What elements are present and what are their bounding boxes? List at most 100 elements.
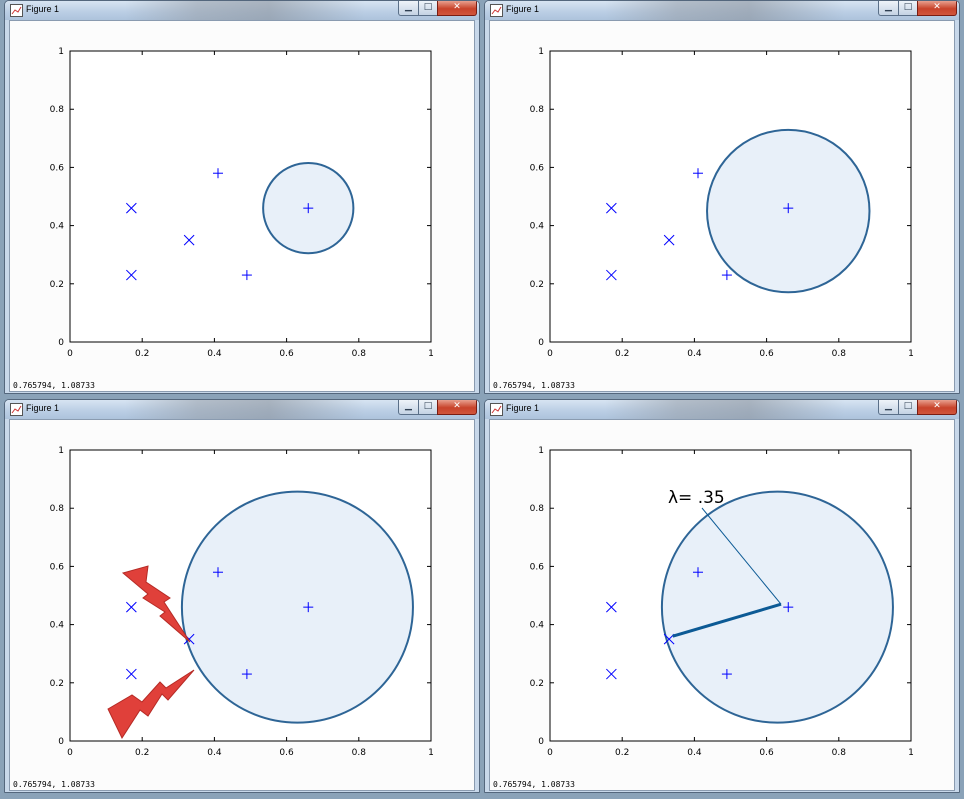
close-button[interactable]: ✕ [437, 1, 477, 16]
x-marker [126, 668, 137, 680]
x-marker [126, 202, 137, 214]
window-title: Figure 1 [26, 4, 60, 14]
y-tick-label: 0.6 [50, 562, 65, 572]
y-tick-label: 1 [538, 446, 544, 456]
plus-marker [303, 602, 314, 613]
plus-marker [693, 567, 704, 578]
plot-svg[interactable]: 0 0.2 0.4 0.6 0.8 1 0 0.2 0.4 0.6 0.8 1 λ= .35 [490, 420, 955, 791]
minimize-button[interactable]: ▁ [878, 400, 899, 415]
x-tick-label: 0 [67, 748, 73, 758]
y-tick-label: 0.4 [50, 222, 65, 232]
y-tick-label: 0.2 [50, 679, 64, 689]
figure-window-2: Figure 1 ▁ □ ✕ 0 0.2 0.4 0.6 0.8 1 0 0.2 0.4 0.6 0… [484, 0, 960, 394]
title-bar[interactable]: Figure 1 ▁ □ ✕ [5, 400, 479, 419]
lambda-label: λ= .35 [668, 488, 725, 508]
plus-marker [213, 567, 224, 578]
plus-marker [303, 203, 314, 214]
coordinate-readout: 0.765794, 1.08733 [13, 780, 95, 789]
maximize-button[interactable]: □ [418, 400, 438, 415]
x-tick-label: 0.8 [832, 748, 847, 758]
figure-canvas[interactable]: 0 0.2 0.4 0.6 0.8 1 0 0.2 0.4 0.6 0.8 1 λ= .35 0.765… [489, 419, 955, 791]
plus-marker [783, 203, 794, 214]
figure-canvas[interactable]: 0 0.2 0.4 0.6 0.8 1 0 0.2 0.4 0.6 0.8 1 0.765794, 1… [9, 20, 475, 392]
x-marker [663, 633, 675, 645]
plot-svg[interactable]: 0 0.2 0.4 0.6 0.8 1 0 0.2 0.4 0.6 0.8 1 [490, 21, 955, 392]
figure-window-4: Figure 1 ▁ □ ✕ 0 0.2 0.4 0.6 0.8 1 0 0.2 0.4 0.6 0… [484, 399, 960, 793]
lightning-bolt-icon [121, 565, 191, 643]
y-tick-label: 0.4 [530, 222, 545, 232]
title-bar[interactable]: Figure 1 ▁ □ ✕ [485, 1, 959, 20]
x-tick-label: 0 [547, 349, 553, 359]
close-button[interactable]: ✕ [917, 400, 957, 415]
x-marker [183, 234, 195, 246]
y-tick-label: 0 [58, 737, 64, 747]
x-tick-label: 1 [908, 748, 914, 758]
x-tick-label: 0.6 [279, 349, 294, 359]
x-tick-label: 1 [908, 349, 914, 359]
minimize-button[interactable]: ▁ [398, 400, 419, 415]
y-tick-label: 0.2 [50, 280, 64, 290]
y-tick-label: 1 [58, 446, 64, 456]
y-tick-label: 0.6 [530, 163, 545, 173]
y-tick-label: 0.8 [50, 105, 65, 115]
plus-marker [693, 168, 704, 179]
y-tick-label: 0.8 [530, 504, 545, 514]
figure-app-icon [490, 4, 503, 17]
figure-window-1: Figure 1 ▁ □ ✕ 0 0.2 0.4 0.6 0.8 1 0 0.2 0.4 0.6 0… [4, 0, 480, 394]
figure-app-icon [10, 403, 23, 416]
plus-marker [213, 168, 224, 179]
x-tick-label: 0.4 [687, 748, 702, 758]
x-tick-label: 0.6 [759, 748, 774, 758]
y-tick-label: 0.8 [530, 105, 545, 115]
figure-canvas[interactable]: 0 0.2 0.4 0.6 0.8 1 0 0.2 0.4 0.6 0.8 1 0.765794, 1… [9, 419, 475, 791]
plus-marker [783, 602, 794, 613]
y-tick-label: 0 [58, 338, 64, 348]
minimize-button[interactable]: ▁ [878, 1, 899, 16]
x-tick-label: 0.8 [352, 349, 367, 359]
decision-circle [660, 490, 894, 724]
x-tick-label: 0.4 [687, 349, 702, 359]
x-tick-label: 0.8 [352, 748, 367, 758]
titlebar-background-photo [605, 1, 845, 20]
title-bar[interactable]: Figure 1 ▁ □ ✕ [485, 400, 959, 419]
x-marker [663, 234, 675, 246]
x-tick-label: 1 [428, 748, 434, 758]
maximize-button[interactable]: □ [418, 1, 438, 16]
x-marker [126, 269, 137, 281]
x-tick-label: 0.2 [615, 748, 629, 758]
coordinate-readout: 0.765794, 1.08733 [13, 381, 95, 390]
x-marker [606, 202, 617, 214]
window-title: Figure 1 [26, 403, 60, 413]
window-title: Figure 1 [506, 403, 540, 413]
x-tick-label: 0 [547, 748, 553, 758]
figure-window-3: Figure 1 ▁ □ ✕ 0 0.2 0.4 0.6 0.8 1 0 0.2 0.4 0.6 0… [4, 399, 480, 793]
x-tick-label: 0.2 [135, 748, 149, 758]
maximize-button[interactable]: □ [898, 400, 918, 415]
minimize-button[interactable]: ▁ [398, 1, 419, 16]
x-tick-label: 1 [428, 349, 434, 359]
figure-canvas[interactable]: 0 0.2 0.4 0.6 0.8 1 0 0.2 0.4 0.6 0.8 1 0.765794, 1… [489, 20, 955, 392]
y-tick-label: 0.6 [50, 163, 65, 173]
y-tick-label: 0 [538, 338, 544, 348]
y-tick-label: 0 [538, 737, 544, 747]
x-tick-label: 0.4 [207, 349, 222, 359]
titlebar-background-photo [125, 1, 365, 20]
plot-svg[interactable]: 0 0.2 0.4 0.6 0.8 1 0 0.2 0.4 0.6 0.8 1 [10, 21, 475, 392]
figure-app-icon [10, 4, 23, 17]
x-tick-label: 0.2 [615, 349, 629, 359]
axes-box [69, 50, 432, 343]
x-tick-label: 0.6 [759, 349, 774, 359]
close-button[interactable]: ✕ [437, 400, 477, 415]
figure-app-icon [490, 403, 503, 416]
x-tick-label: 0.6 [279, 748, 294, 758]
close-button[interactable]: ✕ [917, 1, 957, 16]
y-tick-label: 0.6 [530, 562, 545, 572]
plot-svg[interactable]: 0 0.2 0.4 0.6 0.8 1 0 0.2 0.4 0.6 0.8 1 [10, 420, 475, 791]
y-tick-label: 1 [538, 47, 544, 57]
title-bar[interactable]: Figure 1 ▁ □ ✕ [5, 1, 479, 20]
y-tick-label: 0.4 [530, 621, 545, 631]
x-marker [606, 601, 617, 613]
titlebar-background-photo [125, 400, 365, 419]
maximize-button[interactable]: □ [898, 1, 918, 16]
titlebar-background-photo [605, 400, 845, 419]
